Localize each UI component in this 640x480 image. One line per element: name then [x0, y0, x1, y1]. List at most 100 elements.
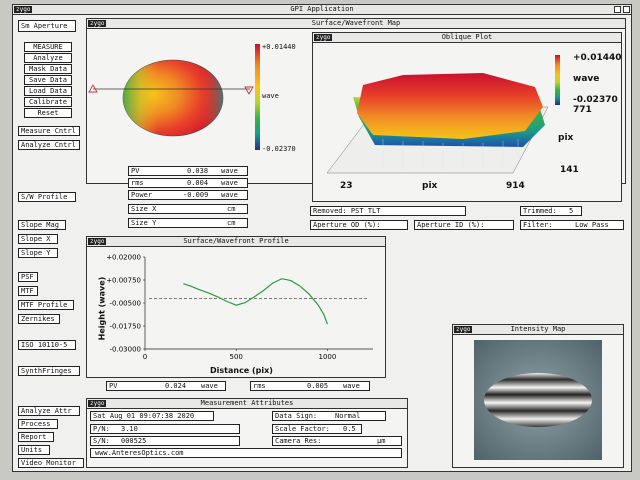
cut-start-marker[interactable]	[88, 84, 98, 93]
filter-value: Low Pass	[575, 221, 609, 229]
analyze-cntrl-button[interactable]: Analyze Cntrl	[18, 140, 80, 150]
mask-data-button[interactable]: Mask Data	[24, 64, 72, 74]
zygo-logo: zygo	[88, 20, 107, 27]
oblique-surface-spikes	[382, 139, 519, 171]
profile-chart[interactable]: +0.02000 +0.00750 -0.00500 -0.01750 -0.03000…	[87, 247, 385, 365]
profile-x-tick-label: 0	[143, 353, 147, 361]
filter-field[interactable]: Filter: Low Pass	[520, 220, 624, 230]
maximize-icon[interactable]	[623, 6, 630, 13]
sw-profile-button[interactable]: S/W Profile	[18, 192, 76, 202]
scale-factor-label: Scale Factor:	[275, 425, 330, 433]
data-sign-field[interactable]: Data Sign: Normal	[272, 411, 386, 421]
synth-fringes-button[interactable]: SynthFringes	[18, 366, 80, 376]
filter-label: Filter:	[523, 221, 553, 229]
profile-rms-value: 0.005	[307, 382, 329, 390]
oblique-scale-max: +0.01440	[573, 53, 622, 63]
profile-pv-value: 0.024	[165, 382, 187, 390]
sn-value: 000525	[121, 437, 147, 445]
slope-mag-button[interactable]: Slope Mag	[18, 220, 66, 230]
stat-pv: PV 0.038 wave	[128, 166, 248, 176]
surface-map-plot[interactable]	[88, 30, 310, 160]
profile-x-tick-label: 500	[230, 353, 243, 361]
minimize-icon[interactable]	[614, 6, 621, 13]
surface-scale-max: +0.01440	[262, 43, 296, 51]
calibrate-button[interactable]: Calibrate	[24, 97, 72, 107]
mtf-button[interactable]: MTF	[18, 286, 38, 296]
website-field[interactable]: www.AnteresOptics.com	[90, 448, 402, 458]
stat-rms: rms 0.004 wave	[128, 178, 248, 188]
app-title-bar: zygo GPI Application	[13, 5, 631, 15]
stat-rms-unit: wave	[221, 179, 238, 187]
units-button[interactable]: Units	[18, 445, 50, 455]
trimmed-value: 5	[569, 207, 574, 215]
analyze-button[interactable]: Analyze	[24, 53, 72, 63]
scale-factor-value: 0.5	[343, 425, 356, 433]
cut-end-marker[interactable]	[244, 86, 254, 95]
measure-button[interactable]: MEASURE	[24, 42, 72, 52]
stat-size-y: Size Y cm	[128, 218, 248, 228]
profile-rms-label: rms	[253, 382, 266, 390]
intensity-map-title-bar: zygo Intensity Map	[453, 325, 623, 335]
stat-rms-value: 0.004	[187, 179, 209, 187]
oblique-plot[interactable]	[313, 43, 621, 193]
psf-button[interactable]: PSF	[18, 272, 38, 282]
iso-button[interactable]: ISO 10110-5	[18, 340, 76, 350]
profile-rms-field: rms 0.005 wave	[250, 381, 370, 391]
aperture-id-field[interactable]: Aperture ID (%):	[414, 220, 514, 230]
oblique-scale-unit: wave	[573, 74, 600, 84]
slope-x-button[interactable]: Slope X	[18, 234, 58, 244]
profile-x-tick-label: 1000	[318, 353, 336, 361]
intensity-map-title: Intensity Map	[510, 325, 566, 333]
sm-aperture-button[interactable]: Sm Aperture	[18, 20, 76, 32]
slope-y-button[interactable]: Slope Y	[18, 248, 58, 258]
surface-scale-min: -0.02370	[262, 145, 296, 153]
profile-y-tick-label: -0.01750	[110, 323, 141, 331]
report-button[interactable]: Report	[18, 432, 54, 442]
zygo-logo: zygo	[454, 326, 473, 333]
pn-value: 3.10	[121, 425, 138, 433]
aperture-od-field[interactable]: Aperture OD (%):	[310, 220, 408, 230]
load-data-button[interactable]: Load Data	[24, 86, 72, 96]
camera-res-label: Camera Res:	[275, 437, 322, 445]
surface-scale-unit: wave	[262, 92, 279, 100]
profile-title-bar: zygo Surface/Wavefront Profile	[87, 237, 385, 247]
interference-fringes	[484, 373, 592, 427]
profile-ylabel: Height (wave)	[97, 276, 107, 341]
sn-field[interactable]: S/N: 000525	[90, 436, 240, 446]
measure-cntrl-button[interactable]: Measure Cntrl	[18, 126, 80, 136]
profile-y-tick-label: -0.03000	[110, 346, 141, 354]
scale-factor-field[interactable]: Scale Factor: 0.5	[272, 424, 362, 434]
stat-size-y-label: Size Y	[131, 219, 157, 227]
zygo-logo: zygo	[88, 400, 107, 407]
app-title: GPI Application	[290, 5, 354, 13]
stat-size-x-label: Size X	[131, 205, 157, 213]
video-monitor-button[interactable]: Video Monitor	[18, 458, 84, 468]
stat-pv-label: PV	[131, 167, 140, 175]
mtf-profile-button[interactable]: MTF Profile	[18, 300, 74, 310]
process-button[interactable]: Process	[18, 419, 58, 429]
zernikes-button[interactable]: Zernikes	[18, 314, 60, 324]
trimmed-label: Trimmed:	[523, 207, 557, 215]
pn-field[interactable]: P/N: 3.10	[90, 424, 240, 434]
stat-power-unit: wave	[221, 191, 238, 199]
stat-size-y-unit: cm	[227, 219, 236, 227]
stat-power-value: -0.009	[183, 191, 209, 199]
profile-y-tick-label: +0.00750	[106, 277, 141, 285]
zygo-logo: zygo	[314, 34, 333, 41]
profile-rms-unit: wave	[343, 382, 360, 390]
sn-label: S/N:	[93, 437, 110, 445]
profile-series-line	[183, 278, 328, 325]
analyze-attr-button[interactable]: Analyze Attr	[18, 406, 80, 416]
profile-xlabel: Distance (pix)	[210, 366, 273, 375]
save-data-button[interactable]: Save Data	[24, 75, 72, 85]
intensity-map[interactable]	[474, 340, 602, 460]
stat-pv-unit: wave	[221, 167, 238, 175]
profile-pv-unit: wave	[201, 382, 218, 390]
reset-button[interactable]: Reset	[24, 108, 72, 118]
stat-rms-label: rms	[131, 179, 144, 187]
oblique-plot-title: Oblique Plot	[441, 33, 493, 41]
camera-res-field[interactable]: Camera Res: µm	[272, 436, 402, 446]
stat-power: Power -0.009 wave	[128, 190, 248, 200]
stat-power-label: Power	[131, 191, 153, 199]
stat-pv-value: 0.038	[187, 167, 209, 175]
